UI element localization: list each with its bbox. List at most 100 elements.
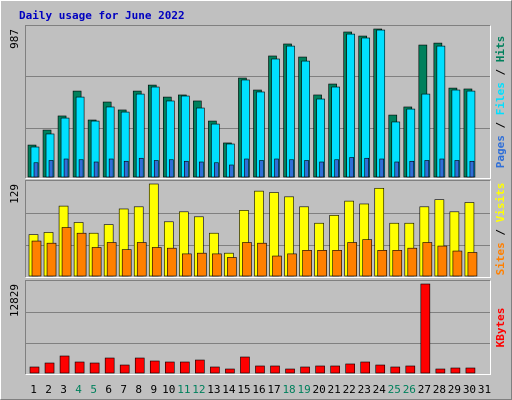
x-tick-label: 27 [418, 383, 431, 396]
x-tick-label: 19 [297, 383, 310, 396]
bar [422, 242, 433, 277]
bar [106, 242, 117, 277]
bar [31, 240, 42, 277]
legend-separator: / [494, 62, 507, 82]
x-tick-label: 7 [120, 383, 127, 396]
bar [136, 242, 147, 277]
x-tick-label: 4 [75, 383, 82, 396]
panel-bevel [25, 280, 491, 375]
x-tick-label: 15 [237, 383, 250, 396]
x-tick-label: 3 [60, 383, 67, 396]
bar [420, 283, 431, 374]
bar [376, 29, 386, 178]
bar [436, 45, 446, 178]
x-tick-label: 30 [463, 383, 476, 396]
bar [257, 242, 267, 277]
legend: KBytes [494, 308, 507, 348]
legend: Pages / Files / Hits [494, 36, 507, 169]
bar [465, 367, 476, 374]
x-tick-label: 16 [252, 383, 265, 396]
bar [151, 247, 162, 277]
bar [390, 366, 401, 374]
bar [287, 253, 297, 277]
bar [180, 361, 190, 374]
x-tick-label: 31 [478, 383, 491, 396]
bar [29, 366, 40, 374]
bar [407, 247, 418, 277]
panel-bevel [25, 180, 491, 278]
bar [345, 363, 355, 374]
bar [285, 368, 295, 374]
bar [166, 247, 177, 277]
bar [89, 362, 100, 374]
panel-bevel [25, 280, 491, 375]
x-tick-label: 1 [30, 383, 37, 396]
bar [450, 367, 461, 374]
bar [302, 250, 312, 277]
bar [409, 160, 415, 178]
bar [63, 158, 69, 178]
x-tick-label: 5 [90, 383, 97, 396]
bar [138, 157, 144, 178]
y-tick-label: 12829 [8, 284, 21, 317]
bar [270, 365, 280, 374]
bar [364, 157, 370, 178]
bar [349, 157, 354, 178]
bar [240, 356, 250, 374]
bar [452, 250, 463, 277]
bar [44, 362, 55, 374]
bar [454, 160, 460, 178]
bar [330, 365, 340, 374]
bar [272, 255, 282, 277]
legend: Sites / Visits [494, 183, 507, 276]
bar [149, 360, 160, 374]
bar [405, 365, 416, 374]
legend-entry: Sites [494, 242, 507, 275]
bar [121, 249, 132, 277]
bar [286, 45, 295, 178]
bar [76, 232, 87, 277]
x-tick-label: 8 [135, 383, 142, 396]
panel [25, 280, 491, 375]
bar [379, 158, 385, 178]
legend-separator: / [494, 115, 507, 135]
bar [195, 359, 205, 374]
x-tick-label: 21 [328, 383, 341, 396]
bar [289, 159, 294, 178]
x-tick-label: 26 [403, 383, 416, 396]
x-tick-label: 10 [162, 383, 175, 396]
bar [274, 158, 279, 178]
bar [61, 227, 72, 277]
x-tick-label: 2 [45, 383, 52, 396]
bar [199, 161, 204, 178]
bar [229, 164, 234, 178]
x-tick-label: 22 [343, 383, 356, 396]
bar [255, 365, 265, 374]
bar [212, 253, 222, 277]
bar [91, 247, 102, 277]
bar [304, 160, 309, 178]
bar [375, 364, 386, 374]
bar [225, 368, 235, 374]
x-tick-label: 17 [267, 383, 280, 396]
legend-entry: Files [494, 82, 507, 115]
bar [59, 355, 70, 374]
bar [435, 368, 446, 374]
bar [197, 252, 207, 277]
bar [119, 364, 130, 374]
legend-entry: Visits [494, 183, 507, 223]
x-tick-label: 11 [177, 383, 190, 396]
bar [164, 361, 175, 374]
bar [300, 366, 310, 374]
x-tick-label: 18 [282, 383, 295, 396]
legend-entry: Pages [494, 135, 507, 168]
x-tick-label: 20 [313, 383, 326, 396]
x-tick-label: 29 [448, 383, 461, 396]
bar [332, 250, 342, 277]
panel-bevel [25, 25, 491, 179]
bar [346, 33, 355, 178]
bar [74, 361, 85, 374]
x-tick-label: 12 [192, 383, 205, 396]
